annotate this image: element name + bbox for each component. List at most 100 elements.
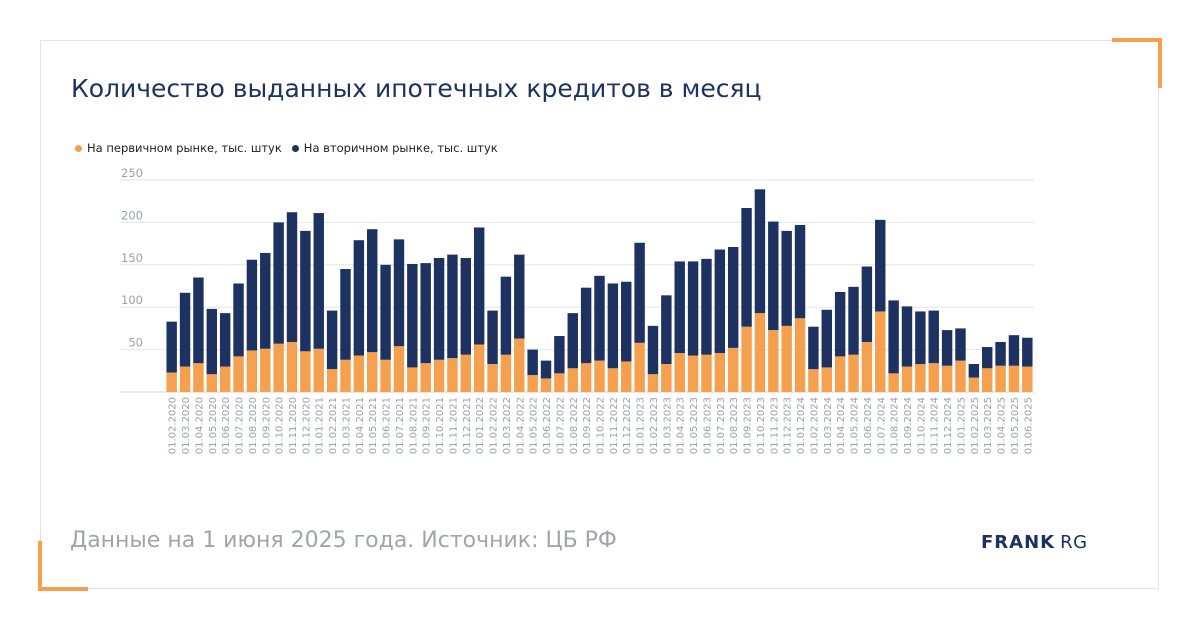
bar-secondary — [661, 295, 672, 365]
x-tick-label: 01.08.2020 — [248, 397, 259, 454]
y-tick-label: 150 — [121, 251, 143, 265]
bar-secondary — [701, 258, 712, 355]
x-tick-label: 01.10.2024 — [916, 397, 927, 454]
bar-primary — [888, 373, 899, 392]
x-tick-label: 01.11.2020 — [288, 397, 299, 454]
bar-primary — [300, 351, 311, 392]
bar-secondary — [594, 275, 605, 361]
y-tick-label: 50 — [128, 336, 143, 350]
bar-primary — [540, 378, 552, 392]
x-tick-label: 01.07.2022 — [555, 397, 566, 454]
bar-primary — [246, 350, 258, 392]
bar-secondary — [326, 310, 338, 370]
bar-primary — [928, 363, 939, 392]
x-tick-label: 01.12.2022 — [622, 397, 633, 454]
bar-primary — [487, 364, 498, 392]
bar-primary — [367, 352, 378, 392]
x-tick-label: 01.07.2023 — [716, 397, 727, 454]
bar-secondary — [219, 313, 231, 367]
x-tick-label: 01.09.2024 — [903, 397, 914, 454]
x-tick-label: 01.06.2021 — [382, 397, 393, 454]
bar-primary — [861, 341, 873, 392]
x-tick-label: 01.04.2021 — [355, 397, 366, 454]
x-tick-label: 01.05.2022 — [529, 397, 540, 454]
bar-primary — [380, 359, 391, 392]
bar-secondary — [714, 249, 726, 353]
x-tick-label: 01.07.2021 — [395, 397, 406, 454]
bar-secondary — [407, 263, 418, 368]
x-tick-label: 01.05.2023 — [689, 397, 700, 454]
bar-secondary — [901, 306, 913, 367]
bar-secondary — [353, 240, 365, 356]
bar-secondary — [941, 330, 953, 366]
chart-title: Количество выданных ипотечных кредитов в… — [71, 74, 762, 103]
legend-dot-primary — [75, 144, 82, 152]
bar-secondary — [861, 266, 873, 342]
bar-primary — [460, 354, 472, 392]
bar-secondary — [273, 222, 284, 344]
x-tick-label: 01.02.2020 — [168, 397, 179, 454]
bar-primary — [514, 338, 525, 392]
brand-logo-bold: FRANK — [981, 532, 1056, 553]
legend-label-secondary: На вторичном рынке, тыс. штук — [303, 141, 498, 155]
x-tick-label: 01.02.2022 — [489, 397, 500, 454]
bar-secondary — [968, 364, 980, 378]
bar-secondary — [580, 287, 592, 364]
bar-secondary — [995, 341, 1006, 366]
bar-primary — [206, 374, 218, 392]
bar-secondary — [487, 310, 498, 365]
bar-secondary — [834, 291, 846, 357]
bar-secondary — [647, 325, 659, 375]
x-tick-label: 01.06.2022 — [542, 397, 553, 454]
bar-secondary — [915, 311, 926, 365]
bar-primary — [901, 366, 913, 392]
bar-secondary — [500, 276, 512, 355]
x-tick-label: 01.08.2021 — [408, 397, 419, 454]
y-tick-label: 250 — [121, 166, 143, 180]
x-tick-label: 01.03.2025 — [983, 397, 994, 454]
x-tick-label: 01.12.2020 — [301, 397, 312, 454]
bar-secondary — [380, 264, 391, 360]
bar-secondary — [1022, 337, 1033, 367]
bar-primary — [554, 373, 565, 392]
bar-primary — [500, 354, 512, 392]
bar-primary — [1022, 366, 1033, 392]
bar-secondary — [554, 336, 565, 374]
bar-secondary — [166, 321, 177, 373]
x-tick-label: 01.07.2024 — [876, 397, 887, 454]
bar-secondary — [781, 230, 792, 326]
bar-secondary — [808, 326, 819, 370]
x-tick-label: 01.11.2023 — [769, 397, 780, 454]
brand-logo-light: RG — [1060, 532, 1088, 553]
x-tick-label: 01.09.2022 — [582, 397, 593, 454]
bar-primary — [714, 352, 726, 392]
bar-primary — [407, 367, 418, 392]
bar-secondary — [420, 263, 431, 364]
x-tick-label: 01.09.2023 — [743, 397, 754, 454]
bar-primary — [433, 359, 445, 392]
x-tick-label: 01.06.2020 — [221, 397, 232, 454]
x-tick-label: 01.01.2025 — [956, 397, 967, 454]
bar-secondary — [567, 313, 578, 369]
bar-primary — [661, 364, 672, 392]
legend-label-primary: На первичном рынке, тыс. штук — [87, 141, 282, 155]
y-tick-label: 200 — [121, 208, 143, 222]
bar-primary — [1008, 365, 1020, 392]
bar-primary — [166, 372, 177, 392]
bar-primary — [233, 356, 244, 392]
bar-primary — [621, 361, 632, 392]
x-tick-label: 01.04.2020 — [194, 397, 205, 454]
x-tick-label: 01.06.2025 — [1023, 397, 1034, 454]
corner-accent-bottom-left-vertical — [38, 541, 42, 591]
bar-primary — [313, 348, 324, 392]
x-tick-label: 01.05.2021 — [368, 397, 379, 454]
bar-primary — [941, 365, 953, 392]
x-tick-label: 01.04.2023 — [676, 397, 687, 454]
x-tick-label: 01.11.2024 — [930, 397, 941, 454]
bar-primary — [848, 354, 859, 392]
bar-primary — [741, 326, 752, 392]
bar-secondary — [981, 347, 993, 369]
bar-secondary — [540, 360, 552, 379]
bar-secondary — [674, 261, 685, 353]
